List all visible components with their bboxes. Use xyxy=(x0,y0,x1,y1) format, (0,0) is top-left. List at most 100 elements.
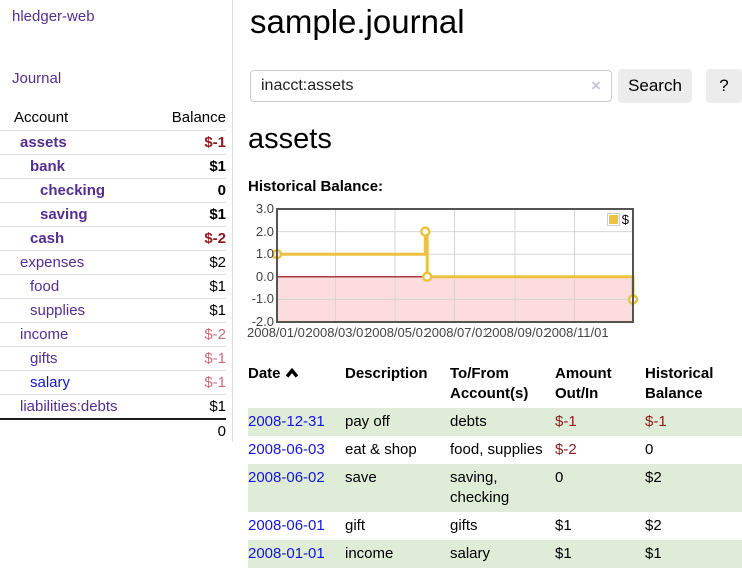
account-heading: assets xyxy=(248,123,332,155)
account-row: expenses $2 xyxy=(0,250,226,274)
account-link-supplies[interactable]: supplies xyxy=(30,302,86,319)
y-axis-label: 0.0 xyxy=(255,268,274,284)
balance-cell: 0 xyxy=(645,441,654,458)
balance-cell: $-1 xyxy=(645,413,667,430)
y-axis-label: 3.0 xyxy=(255,201,274,216)
account-row: saving $1 xyxy=(0,202,226,226)
amount-cell: $-1 xyxy=(555,413,577,430)
account-balance: $1 xyxy=(209,302,226,319)
accounts-cell: gifts xyxy=(450,517,478,534)
accounts-cell: debts xyxy=(450,413,487,430)
accounts-total: 0 xyxy=(217,422,226,440)
balance-cell: $2 xyxy=(645,517,662,534)
account-row: food $1 xyxy=(0,274,226,298)
description-cell: save xyxy=(345,469,377,486)
table-row: 2008-06-02 save saving, checking 0 $2 xyxy=(248,464,742,512)
account-balance: $1 xyxy=(209,158,226,175)
account-balance: $-1 xyxy=(204,374,226,391)
chevron-up-icon xyxy=(285,368,298,378)
table-row: 2008-06-01 gift gifts $1 $2 xyxy=(248,512,742,540)
amount-cell: $-2 xyxy=(555,441,577,458)
description-cell: eat & shop xyxy=(345,441,417,458)
account-link-checking[interactable]: checking xyxy=(40,182,106,199)
page-title: sample.journal xyxy=(250,3,465,40)
account-row: salary $-1 xyxy=(0,370,226,394)
account-balance: $-2 xyxy=(204,230,226,247)
date-link[interactable]: 2008-01-01 xyxy=(248,545,325,562)
date-column-label: Date xyxy=(248,365,281,382)
accounts-column-header: To/From Account(s) xyxy=(450,365,529,402)
accounts-cell: saving, checking xyxy=(450,469,510,506)
x-axis-label: 2008/09/01 xyxy=(484,325,546,340)
amount-cell: $1 xyxy=(555,545,572,562)
description-cell: gift xyxy=(345,517,366,534)
accounts-cell: food, supplies xyxy=(450,441,543,458)
account-link-food[interactable]: food xyxy=(30,278,60,295)
balance-cell: $2 xyxy=(645,469,662,486)
account-link-gifts[interactable]: gifts xyxy=(30,350,58,367)
balance-column-header: Balance xyxy=(171,108,226,126)
account-link-saving[interactable]: saving xyxy=(40,206,88,223)
account-link-bank[interactable]: bank xyxy=(30,158,66,175)
description-cell: pay off xyxy=(345,413,390,430)
account-row: bank $1 xyxy=(0,154,226,178)
account-row: income $-2 xyxy=(0,322,226,346)
amount-column-header: Amount Out/In xyxy=(555,365,612,402)
legend-swatch xyxy=(606,213,620,226)
date-link[interactable]: 2008-06-03 xyxy=(248,441,325,458)
y-axis-label: -2.0 xyxy=(251,314,274,329)
accounts-header-row: Account Balance xyxy=(0,104,226,130)
account-balance: $2 xyxy=(209,254,226,271)
x-axis-label: 2008/11/01 xyxy=(544,325,609,340)
account-balance: 0 xyxy=(217,182,226,199)
account-balance: $-1 xyxy=(204,134,226,151)
help-button[interactable]: ? xyxy=(706,69,742,103)
account-balance: $1 xyxy=(209,206,226,223)
account-balance: $-1 xyxy=(204,350,226,367)
search-input[interactable] xyxy=(250,70,612,102)
date-link[interactable]: 2008-06-01 xyxy=(248,517,325,534)
account-row: assets $-1 xyxy=(0,130,226,154)
app-title-link[interactable]: hledger-web xyxy=(12,8,95,25)
account-link-income[interactable]: income xyxy=(20,326,69,343)
y-axis-label: 2.0 xyxy=(255,223,274,239)
sidebar-item-journal[interactable]: Journal xyxy=(12,70,62,87)
balance-cell: $1 xyxy=(645,545,662,562)
account-link-assets[interactable]: assets xyxy=(20,134,67,151)
accounts-cell: salary xyxy=(450,545,491,562)
account-link-expenses[interactable]: expenses xyxy=(20,254,85,271)
table-row: 2008-01-01 income salary $1 $1 xyxy=(248,540,742,568)
chart-title: Historical Balance: xyxy=(248,178,384,195)
amount-cell: 0 xyxy=(555,469,564,486)
date-column-header[interactable]: Date xyxy=(248,360,345,408)
historical-balance-column-header: Historical Balance xyxy=(645,365,714,402)
x-axis-label: 2008/07/01 xyxy=(424,325,486,340)
accounts-table: Account Balance assets $-1 bank $1 checking 0… xyxy=(0,104,226,442)
account-link-salary[interactable]: salary xyxy=(30,374,71,391)
description-cell: income xyxy=(345,545,394,562)
accounts-total-row: 0 xyxy=(0,418,226,442)
date-link[interactable]: 2008-12-31 xyxy=(248,413,325,430)
search-button[interactable]: Search xyxy=(618,69,692,103)
description-column-header: Description xyxy=(345,365,428,382)
x-axis-label: 2008/03/01 xyxy=(305,325,367,340)
clear-search-icon[interactable]: × xyxy=(591,76,601,95)
account-row: liabilities:debts $1 xyxy=(0,394,226,418)
account-balance: $-2 xyxy=(204,326,226,343)
y-axis-label: 1.0 xyxy=(255,246,274,262)
register-table: Date Description To/From Account(s) Amou… xyxy=(248,360,742,568)
x-axis-label: 2008/01/01 xyxy=(247,325,308,340)
account-balance: $1 xyxy=(209,278,226,295)
legend-label: $ xyxy=(621,212,629,227)
table-row: 2008-12-31 pay off debts $-1 $-1 xyxy=(248,408,742,436)
balance-chart: 3.0 2.0 1.0 0.0 -1.0 -2.0 2008/01/01 2008/03/01… xyxy=(247,201,648,353)
chart-canvas xyxy=(271,208,639,323)
account-link-liabilities-debts[interactable]: liabilities:debts xyxy=(20,398,118,415)
account-link-cash[interactable]: cash xyxy=(30,230,65,247)
date-cell: 2008-06-02 xyxy=(248,464,345,512)
date-link[interactable]: 2008-06-02 xyxy=(248,469,325,486)
sidebar: hledger-web Journal Account Balance asse… xyxy=(0,0,233,442)
account-row: gifts $-1 xyxy=(0,346,226,370)
account-balance: $1 xyxy=(209,398,226,415)
account-row: checking 0 xyxy=(0,178,226,202)
